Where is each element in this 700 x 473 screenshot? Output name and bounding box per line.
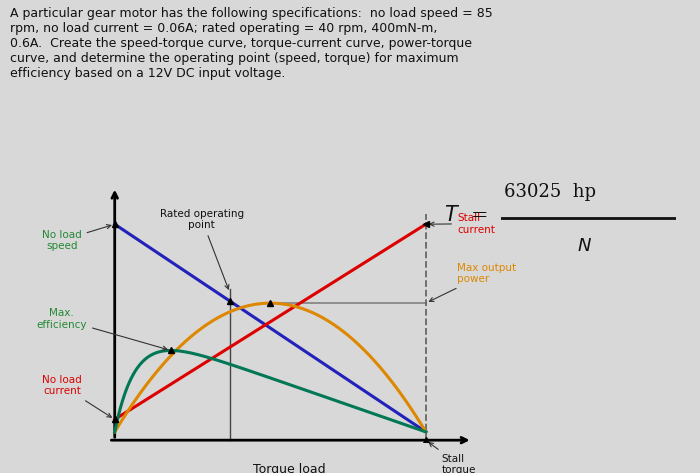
Text: No load
current: No load current (42, 375, 111, 417)
Text: No load
speed: No load speed (42, 225, 111, 251)
Text: 63025  hp: 63025 hp (504, 183, 596, 201)
Text: $T$  =: $T$ = (444, 205, 488, 225)
Text: Rated operating
point: Rated operating point (160, 209, 244, 289)
Text: $N$: $N$ (577, 236, 592, 254)
Text: A particular gear motor has the following specifications:  no load speed = 85
rp: A particular gear motor has the followin… (10, 7, 493, 80)
Text: Max output
power: Max output power (429, 263, 516, 301)
Text: Torque load: Torque load (253, 463, 326, 473)
Text: Stall
torque: Stall torque (429, 443, 476, 473)
Text: Stall
current: Stall current (430, 213, 495, 235)
Text: Max.
efficiency: Max. efficiency (36, 308, 167, 350)
